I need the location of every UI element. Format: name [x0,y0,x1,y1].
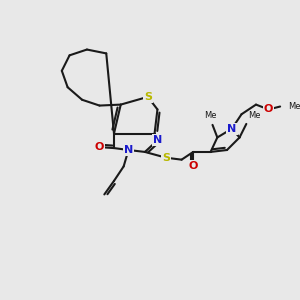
Text: O: O [95,142,104,152]
Text: Me: Me [248,111,260,120]
Text: O: O [188,161,198,171]
Text: N: N [227,124,236,134]
Text: O: O [264,104,273,114]
Text: Me: Me [204,111,217,120]
Text: N: N [153,135,162,145]
Text: N: N [124,145,133,155]
Text: S: S [162,153,170,163]
Text: Me: Me [288,102,300,111]
Text: S: S [144,92,152,102]
